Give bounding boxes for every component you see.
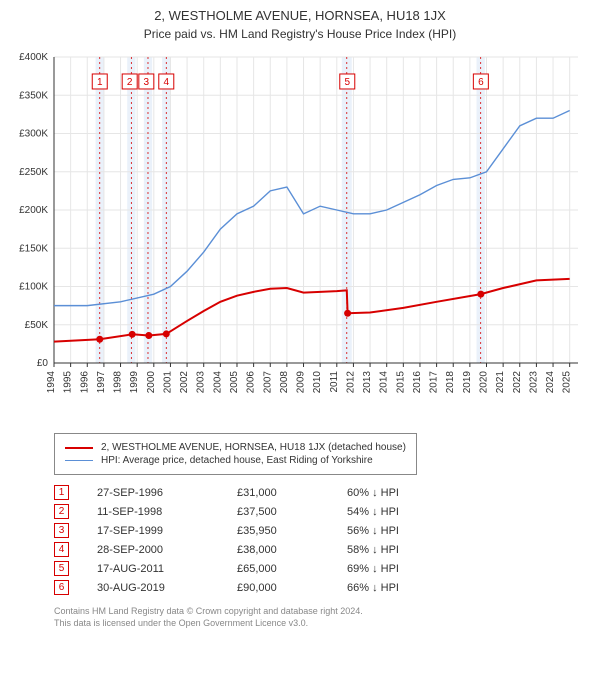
svg-text:2014: 2014 — [379, 371, 390, 394]
svg-text:1994: 1994 — [46, 371, 57, 394]
transaction-marker: 2 — [54, 504, 69, 519]
transaction-price: £35,950 — [237, 525, 347, 537]
svg-text:1997: 1997 — [96, 371, 107, 394]
chart-area: £0 £50K £100K £150K £200K £250K £300K £350K £400… — [12, 51, 588, 421]
svg-text:2021: 2021 — [495, 371, 506, 394]
table-row: 3 17-SEP-1999£35,95056% ↓ HPI — [54, 523, 588, 538]
transaction-price: £37,500 — [237, 506, 347, 518]
svg-text:2004: 2004 — [212, 371, 223, 394]
svg-text:2019: 2019 — [462, 371, 473, 394]
legend-row-hpi: HPI: Average price, detached house, East… — [65, 455, 406, 466]
transaction-hpi: 66% ↓ HPI — [347, 582, 399, 594]
legend-label-price: 2, WESTHOLME AVENUE, HORNSEA, HU18 1JX (… — [101, 442, 406, 453]
svg-text:2008: 2008 — [279, 371, 290, 394]
svg-text:2017: 2017 — [429, 371, 440, 394]
svg-text:5: 5 — [344, 77, 350, 88]
table-row: 5 17-AUG-2011£65,00069% ↓ HPI — [54, 561, 588, 576]
svg-text:2: 2 — [127, 77, 133, 88]
svg-text:1998: 1998 — [113, 371, 124, 394]
svg-text:2000: 2000 — [146, 371, 157, 394]
transaction-marker: 3 — [54, 523, 69, 538]
svg-text:3: 3 — [144, 77, 150, 88]
transaction-marker: 4 — [54, 542, 69, 557]
transaction-date: 17-SEP-1999 — [97, 525, 237, 537]
transaction-date: 17-AUG-2011 — [97, 563, 237, 575]
table-row: 4 28-SEP-2000£38,00058% ↓ HPI — [54, 542, 588, 557]
transaction-hpi: 69% ↓ HPI — [347, 563, 399, 575]
svg-text:2012: 2012 — [345, 371, 356, 394]
svg-text:£0: £0 — [37, 358, 49, 369]
transaction-date: 28-SEP-2000 — [97, 544, 237, 556]
svg-text:2002: 2002 — [179, 371, 190, 394]
svg-text:2009: 2009 — [296, 371, 307, 394]
transaction-price: £31,000 — [237, 487, 347, 499]
transaction-price: £65,000 — [237, 563, 347, 575]
transaction-date: 11-SEP-1998 — [97, 506, 237, 518]
table-row: 1 27-SEP-1996£31,00060% ↓ HPI — [54, 485, 588, 500]
svg-text:£100K: £100K — [19, 282, 48, 293]
transaction-date: 27-SEP-1996 — [97, 487, 237, 499]
svg-text:6: 6 — [478, 77, 484, 88]
transaction-marker: 6 — [54, 580, 69, 595]
transactions-table: 1 27-SEP-1996£31,00060% ↓ HPI 2 11-SEP-1998… — [54, 485, 588, 595]
svg-text:2015: 2015 — [395, 371, 406, 394]
svg-text:2025: 2025 — [562, 371, 573, 394]
transaction-date: 30-AUG-2019 — [97, 582, 237, 594]
svg-text:£400K: £400K — [19, 52, 48, 63]
svg-text:£200K: £200K — [19, 205, 48, 216]
title-address: 2, WESTHOLME AVENUE, HORNSEA, HU18 1JX — [12, 8, 588, 23]
svg-text:1996: 1996 — [79, 371, 90, 394]
svg-text:£250K: £250K — [19, 167, 48, 178]
svg-text:4: 4 — [164, 77, 170, 88]
svg-text:£300K: £300K — [19, 129, 48, 140]
svg-text:2006: 2006 — [246, 371, 257, 394]
svg-text:2003: 2003 — [196, 371, 207, 394]
footer-line2: This data is licensed under the Open Gov… — [54, 617, 588, 629]
title-subtitle: Price paid vs. HM Land Registry's House … — [12, 27, 588, 41]
svg-text:2013: 2013 — [362, 371, 373, 394]
price-chart-svg: £0 £50K £100K £150K £200K £250K £300K £350K £400… — [12, 51, 588, 421]
svg-text:2001: 2001 — [162, 371, 173, 394]
svg-text:2022: 2022 — [512, 371, 523, 394]
svg-text:2010: 2010 — [312, 371, 323, 394]
svg-text:2023: 2023 — [528, 371, 539, 394]
svg-text:2016: 2016 — [412, 371, 423, 394]
footer-line1: Contains HM Land Registry data © Crown c… — [54, 605, 588, 617]
footer-attribution: Contains HM Land Registry data © Crown c… — [54, 605, 588, 629]
transaction-marker: 1 — [54, 485, 69, 500]
svg-text:2005: 2005 — [229, 371, 240, 394]
svg-text:£350K: £350K — [19, 90, 48, 101]
transaction-hpi: 56% ↓ HPI — [347, 525, 399, 537]
transaction-price: £90,000 — [237, 582, 347, 594]
svg-text:2007: 2007 — [262, 371, 273, 394]
legend-swatch-price — [65, 447, 93, 449]
transaction-hpi: 60% ↓ HPI — [347, 487, 399, 499]
svg-text:2024: 2024 — [545, 371, 556, 394]
transaction-marker: 5 — [54, 561, 69, 576]
table-row: 6 30-AUG-2019£90,00066% ↓ HPI — [54, 580, 588, 595]
svg-text:£150K: £150K — [19, 243, 48, 254]
transaction-price: £38,000 — [237, 544, 347, 556]
transaction-hpi: 58% ↓ HPI — [347, 544, 399, 556]
legend: 2, WESTHOLME AVENUE, HORNSEA, HU18 1JX (… — [54, 433, 417, 475]
legend-label-hpi: HPI: Average price, detached house, East… — [101, 455, 373, 466]
table-row: 2 11-SEP-1998£37,50054% ↓ HPI — [54, 504, 588, 519]
svg-text:2018: 2018 — [445, 371, 456, 394]
svg-text:2011: 2011 — [329, 371, 340, 393]
svg-text:1995: 1995 — [63, 371, 74, 394]
svg-text:1999: 1999 — [129, 371, 140, 394]
chart-container: 2, WESTHOLME AVENUE, HORNSEA, HU18 1JX P… — [0, 0, 600, 641]
svg-text:£50K: £50K — [25, 320, 49, 331]
legend-row-price: 2, WESTHOLME AVENUE, HORNSEA, HU18 1JX (… — [65, 442, 406, 453]
transaction-hpi: 54% ↓ HPI — [347, 506, 399, 518]
legend-swatch-hpi — [65, 460, 93, 461]
svg-text:1: 1 — [97, 77, 103, 88]
svg-text:2020: 2020 — [479, 371, 490, 394]
